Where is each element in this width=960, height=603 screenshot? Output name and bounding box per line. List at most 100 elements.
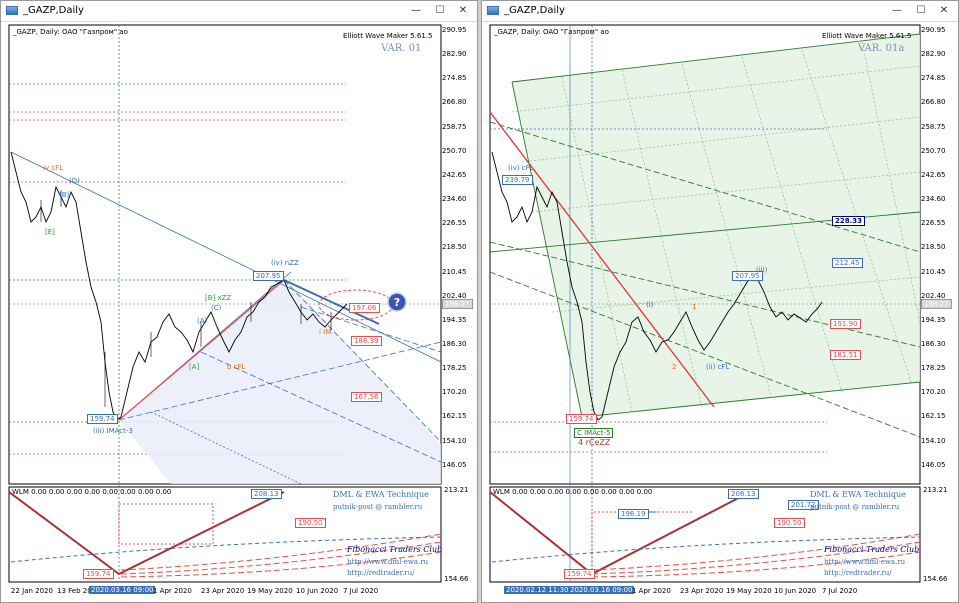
- symbol-info: _GAZP, Daily: OAO "Газпром" ao: [494, 28, 609, 36]
- brand-line: putnik-post @ rambler.ru: [333, 503, 423, 511]
- price-axis-label: 250.70: [442, 146, 467, 155]
- wave-label: (C): [211, 304, 222, 312]
- price-axis-label: 186.30: [442, 339, 467, 348]
- wave-label: 2: [672, 363, 677, 371]
- maximize-button[interactable]: ☐: [916, 5, 926, 16]
- channel-lines: [489, 33, 921, 438]
- chart-window-right[interactable]: _GAZP,Daily — ☐ ✕: [481, 0, 959, 603]
- price-axis-label: 282.90: [921, 50, 946, 59]
- variant-label: VAR. 01: [381, 43, 422, 54]
- osc-dashed-curves: [120, 533, 442, 578]
- price-box: 181.51: [830, 350, 861, 360]
- brand-line: http://redtrader.ru/: [824, 569, 892, 577]
- osc-box: 159.74: [83, 569, 114, 579]
- price-axis-label: 170.20: [921, 388, 946, 397]
- price-axis-label: 194.35: [442, 315, 467, 324]
- maximize-button[interactable]: ☐: [435, 5, 445, 16]
- price-line: [491, 151, 823, 421]
- price-chart-left[interactable]: ?: [1, 22, 478, 603]
- wave-label: (iii): [756, 266, 768, 274]
- price-axis-label: 274.85: [921, 74, 946, 83]
- date-label: 13 Feb 2020: [57, 587, 101, 595]
- osc-info: WLM 0.00 0.00 0.00 0.00 0.00 0.00 0.00 0…: [493, 488, 653, 496]
- osc-axis-bottom: 154.66: [923, 575, 948, 583]
- wave-label: [E]: [45, 228, 55, 236]
- trend-line-red: [118, 279, 285, 421]
- osc-box: 190.50: [295, 518, 326, 528]
- date-marker: 2020.03.16 09:00: [568, 586, 635, 594]
- price-axis-label: 290.95: [442, 26, 467, 34]
- price-axis-label: 218.50: [442, 243, 467, 252]
- date-label: 19 May 2020: [726, 587, 772, 595]
- price-axis-label: 226.55: [442, 219, 467, 228]
- wave-label: (A): [197, 317, 208, 325]
- date-label: 10 Jun 2020: [296, 587, 339, 595]
- osc-axis-top: 213.21: [923, 486, 948, 494]
- price-axis-label: 290.95: [921, 26, 946, 34]
- close-button[interactable]: ✕: [939, 5, 949, 16]
- price-axis-label: 202.40: [921, 291, 946, 300]
- price-chart-right[interactable]: [482, 22, 959, 603]
- date-marker: 2020.02.12 11:30: [504, 586, 571, 594]
- price-axis-label: 202.40: [442, 291, 467, 300]
- price-line: [10, 151, 348, 421]
- date-label: 23 Apr 2020: [201, 587, 245, 595]
- osc-info: WLM 0.00 0.00 0.00 0.00 0.00 0.00 0.00 0…: [12, 488, 172, 496]
- price-axis-label: 194.35: [921, 315, 946, 324]
- price-axis-label: 258.75: [921, 122, 946, 131]
- price-axis-label: 258.75: [442, 122, 467, 131]
- osc-box: 208.13: [251, 489, 282, 499]
- wave-label: [B] xZZ: [205, 294, 232, 302]
- price-axis-label: 210.45: [921, 267, 946, 276]
- wave-label-box: C IMAct-5: [574, 428, 614, 438]
- price-axis-label: 266.80: [442, 98, 467, 107]
- wave-label: 1: [692, 303, 697, 311]
- title-bar[interactable]: _GAZP,Daily — ☐ ✕: [482, 1, 958, 22]
- date-label: 10 Jun 2020: [774, 587, 817, 595]
- wave-label: (iii) IMAct-3: [93, 427, 133, 435]
- wave-label: 4 rCeZZ: [578, 438, 611, 447]
- price-box: 228.33: [832, 216, 866, 226]
- price-axis-label: 178.25: [921, 364, 946, 373]
- fibonacci-fan-area: [119, 277, 441, 484]
- price-box: 159.74: [566, 414, 597, 424]
- date-label: 22 Jan 2020: [11, 587, 53, 595]
- price-box: 191.90: [830, 319, 861, 329]
- date-label: 7 Jul 2020: [343, 587, 379, 595]
- indicator-name: Elliott Wave Maker 5.61.5: [822, 32, 912, 40]
- wave-label: [A]: [189, 363, 200, 371]
- price-axis-label: 154.10: [442, 436, 467, 445]
- trend-line-blue: [283, 279, 380, 325]
- price-axis-label: 226.55: [921, 219, 946, 228]
- help-icon[interactable]: ?: [387, 292, 407, 312]
- close-button[interactable]: ✕: [458, 5, 468, 16]
- wave-label: i IM: [319, 328, 332, 336]
- osc-dashed-curves: [591, 533, 921, 578]
- price-axis-label: 178.25: [442, 364, 467, 373]
- date-label: 1 Apr 2020: [153, 587, 192, 595]
- chart-window-left[interactable]: _GAZP,Daily — ☐ ✕: [0, 0, 478, 603]
- wave-label: iv cFL: [43, 164, 64, 172]
- osc-red-bracket: [591, 511, 692, 574]
- candles: [40, 190, 332, 407]
- osc-box: 208.13: [728, 489, 759, 499]
- symbol-info: _GAZP, Daily: OAO "Газпром" ao: [13, 28, 128, 36]
- price-axis-label: 242.65: [921, 170, 946, 179]
- wave-label: (B): [59, 191, 70, 199]
- osc-plot-frame: [489, 486, 921, 583]
- price-axis-label: 218.50: [921, 243, 946, 252]
- price-axis-label: 162.15: [442, 412, 467, 421]
- date-label: 7 Jul 2020: [822, 587, 858, 595]
- price-box: 159.74: [87, 414, 118, 424]
- minimize-button[interactable]: —: [411, 5, 421, 16]
- green-channel-area: [512, 34, 920, 417]
- minimize-button[interactable]: —: [892, 5, 902, 16]
- price-axis-label: 274.85: [442, 74, 467, 83]
- wave-label: (iv) cFL: [508, 164, 534, 172]
- window-title: _GAZP,Daily: [23, 5, 84, 16]
- price-axis-label: 242.65: [442, 170, 467, 179]
- date-label: 1 Apr 2020: [632, 587, 671, 595]
- price-axis-label: 186.30: [921, 339, 946, 348]
- title-bar[interactable]: _GAZP,Daily — ☐ ✕: [1, 1, 477, 22]
- brand-line: DML & EWA Technique: [333, 490, 429, 499]
